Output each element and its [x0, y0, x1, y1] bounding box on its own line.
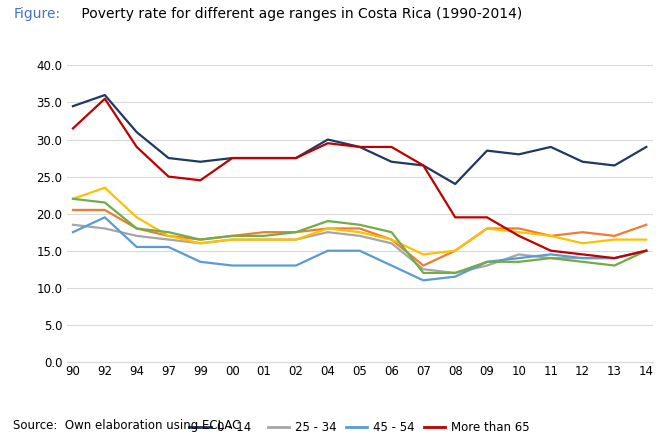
Text: Poverty rate for different age ranges in Costa Rica (1990-2014): Poverty rate for different age ranges in… — [77, 7, 522, 20]
Legend: 0 - 14, 15 - 24, 25 - 34, 35 - 44, 45 - 54, 55 - 64, More than 65: 0 - 14, 15 - 24, 25 - 34, 35 - 44, 45 - … — [189, 421, 530, 436]
Text: Figure:: Figure: — [13, 7, 61, 20]
Text: Source:  Own elaboration using ECLAC: Source: Own elaboration using ECLAC — [13, 419, 240, 432]
